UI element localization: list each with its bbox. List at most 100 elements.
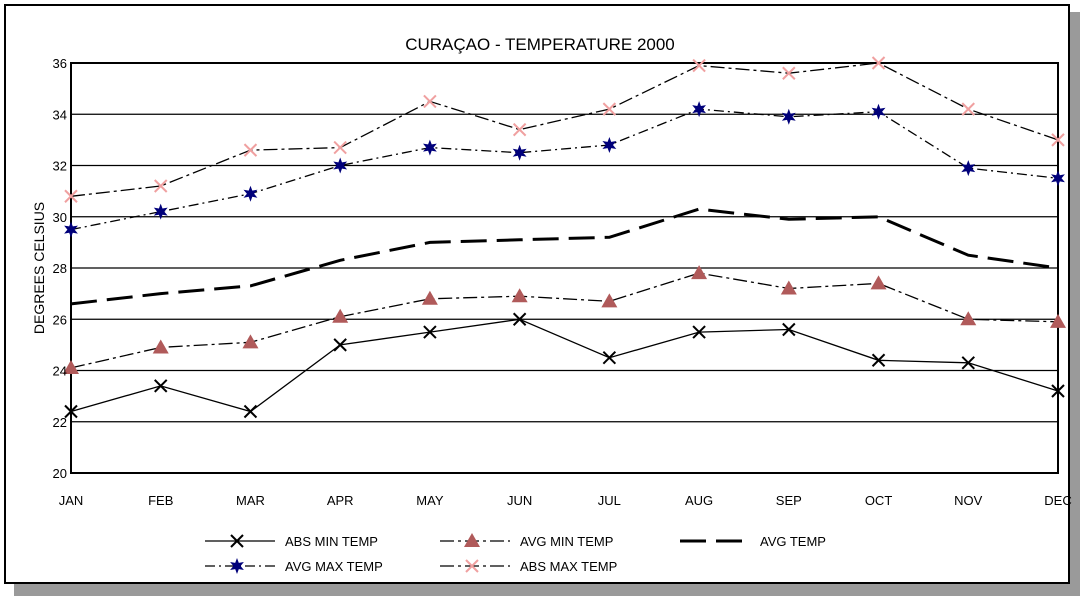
x-marker [154,179,168,193]
x-marker-stroke [333,338,347,352]
x-marker-stroke [692,325,706,339]
x-marker [512,312,527,326]
x-marker-stroke [1051,384,1065,398]
chart-title: CURAÇAO - TEMPERATURE 2000 [405,35,675,54]
legend-item: AVG TEMP [680,534,826,549]
x-marker [692,325,706,339]
star-marker [602,137,617,153]
x-marker [243,404,258,419]
y-tick-label: 36 [53,56,67,71]
y-tick-label: 26 [53,312,67,327]
triangle-marker [691,265,708,280]
x-marker [871,353,886,367]
x-marker [243,143,258,157]
y-axis-label: DEGREES CELSIUS [31,202,47,334]
x-marker [465,559,479,573]
series-line [70,62,1059,197]
x-marker [423,325,437,339]
star-marker [230,558,244,574]
x-marker [230,534,244,548]
star-marker [1051,170,1065,187]
x-marker-stroke [512,312,527,326]
star-marker [423,139,437,156]
triangle-marker [242,334,259,349]
y-tick-label: 34 [53,107,67,122]
x-marker-stroke [154,379,168,393]
star-marker [153,203,168,220]
x-marker [782,322,796,337]
x-marker-stroke [602,350,617,365]
x-marker [333,338,347,352]
x-marker [512,122,527,137]
x-marker-stroke [154,179,168,193]
legend-item: ABS MAX TEMP [440,559,617,574]
triangle-marker [780,280,797,295]
x-tick-label: MAR [236,493,265,508]
x-marker-stroke [243,143,258,157]
legend-item: ABS MIN TEMP [205,534,378,549]
x-tick-label: JAN [59,493,84,508]
star-marker [871,103,886,120]
series-abs-min-temp [64,312,1065,419]
x-marker-stroke [465,559,479,573]
legend-item: AVG MAX TEMP [205,558,383,574]
triangle-marker [421,290,438,305]
chart-frame [4,4,1070,584]
series-line [70,207,1059,306]
legend-label: ABS MAX TEMP [520,559,617,574]
x-marker-stroke [871,56,886,70]
star-marker [512,144,527,161]
star-marker [961,160,976,177]
x-marker-stroke [64,189,78,203]
legend-label: ABS MIN TEMP [285,534,378,549]
x-marker [154,379,168,393]
x-marker [64,189,78,203]
x-tick-label: MAY [416,493,444,508]
x-marker-stroke [64,404,78,419]
triangle-marker [601,293,618,308]
series-abs-max-temp [64,56,1065,203]
legend-label: AVG MIN TEMP [520,534,613,549]
x-marker-stroke [782,66,796,80]
x-marker-stroke [692,58,706,73]
x-marker-stroke [871,353,886,367]
triangle-marker [152,339,169,354]
triangle-marker [1050,313,1066,328]
x-tick-label: JUN [507,493,532,508]
x-marker-stroke [512,122,527,137]
x-marker-stroke [961,356,975,370]
star-marker [333,157,348,174]
series-line [70,108,1059,231]
x-marker [782,66,796,80]
star-marker [781,108,796,125]
x-marker [333,140,347,155]
triangle-marker [870,275,887,290]
y-tick-label: 22 [53,415,67,430]
x-tick-label: NOV [954,493,983,508]
triangle-marker [332,308,349,323]
x-marker [602,350,617,365]
x-tick-label: AUG [685,493,713,508]
y-tick-label: 28 [53,261,67,276]
x-marker [692,58,706,73]
x-tick-label: FEB [148,493,173,508]
x-marker [64,404,78,419]
x-marker-stroke [333,140,347,155]
series-avg-temp [70,207,1059,306]
x-marker [871,56,886,70]
triangle-marker [960,311,977,326]
x-marker [1051,133,1065,147]
y-tick-label: 24 [53,364,67,379]
x-marker [961,102,975,116]
legend-item: AVG MIN TEMP [440,533,613,549]
x-tick-label: OCT [865,493,893,508]
x-marker-stroke [423,94,437,109]
series-line [70,272,1059,369]
star-marker [64,221,78,238]
star-marker [692,101,706,118]
x-tick-label: JUL [598,493,621,508]
x-marker [961,356,975,370]
y-tick-label: 32 [53,159,67,174]
x-marker [423,94,437,109]
